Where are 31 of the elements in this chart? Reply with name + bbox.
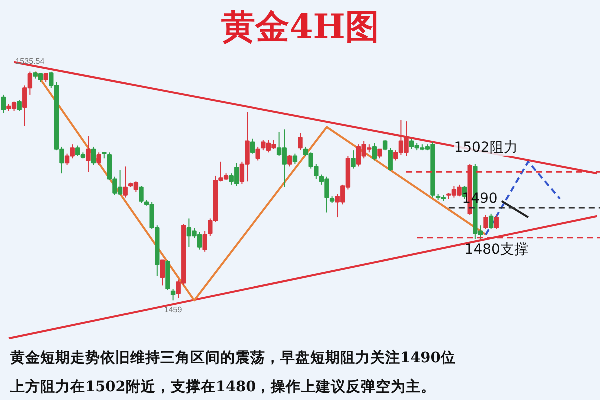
candlestick xyxy=(382,140,388,152)
candlestick xyxy=(17,100,22,112)
candlestick xyxy=(170,288,176,302)
candlestick xyxy=(298,132,303,152)
candlestick xyxy=(91,146,96,166)
candlestick xyxy=(86,136,91,173)
candlestick xyxy=(292,153,298,165)
text: 上方阻力在1502附近，支撑在1480，操作上建议反弹空为主。 xyxy=(10,378,436,396)
candlestick xyxy=(1,94,6,114)
candlestick xyxy=(378,148,382,160)
candlestick xyxy=(250,138,256,154)
ref-line-label: 1502阻力 xyxy=(454,140,518,156)
candlestick xyxy=(488,213,494,230)
candlestick xyxy=(160,260,166,286)
candlestick xyxy=(96,152,102,166)
candlestick xyxy=(494,214,499,230)
ref-line-label: 1480支撑 xyxy=(464,242,528,258)
candlestick xyxy=(351,150,356,170)
candlestick xyxy=(202,230,208,252)
chart-title: 黄金4H图 xyxy=(222,8,380,48)
candlestick xyxy=(139,186,144,204)
text: 黄金短期走势依旧维持三角区间的震荡，早盘短期阻力关注1490位 xyxy=(10,348,456,366)
candlestick xyxy=(256,146,260,162)
candlestick xyxy=(484,214,488,230)
candlestick xyxy=(388,148,393,172)
candlestick xyxy=(288,154,292,168)
candlestick xyxy=(372,142,378,162)
candlestick xyxy=(44,72,48,83)
candlestick xyxy=(123,166,128,198)
annotation: 1459 xyxy=(164,306,183,315)
annotation: 1535.54 xyxy=(16,56,46,66)
